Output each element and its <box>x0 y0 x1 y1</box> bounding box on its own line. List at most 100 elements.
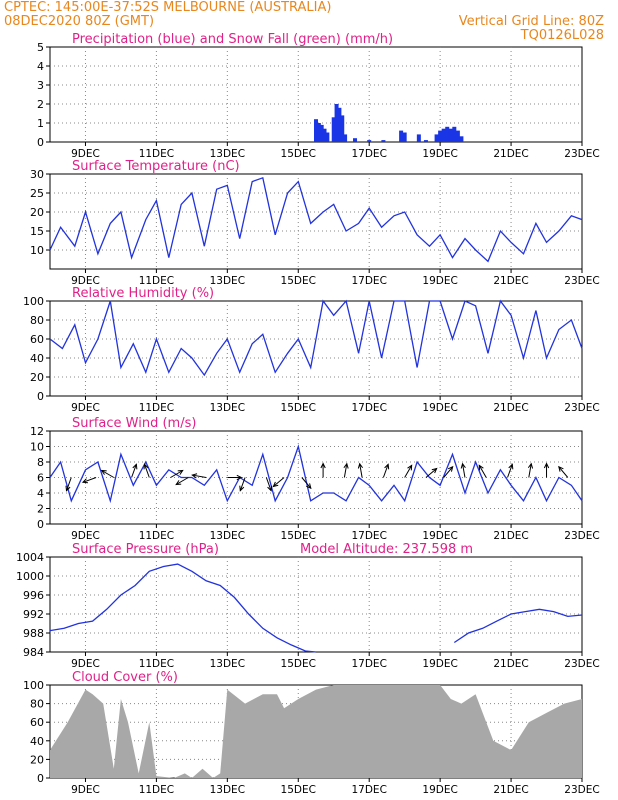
temp-ytick-label: 25 <box>30 187 44 200</box>
precip-bar <box>325 132 330 142</box>
precip-bar <box>331 117 336 142</box>
wind-arrow-head <box>100 469 107 475</box>
pres-xtick-label: 17DEC <box>351 658 386 670</box>
pres-xtick-label: 21DEC <box>493 658 528 670</box>
precip-bar <box>448 128 453 142</box>
wind-ytick-label: 10 <box>30 441 44 454</box>
wind-arrow-head <box>431 467 438 474</box>
wind-arrow-head <box>543 462 550 469</box>
wind-xtick-label: 9DEC <box>71 530 100 542</box>
temp-ytick-label: 20 <box>30 206 44 219</box>
pres-frame <box>49 556 583 653</box>
rh-xtick-label: 15DEC <box>281 402 316 414</box>
temp-xtick-label: 21DEC <box>493 275 528 287</box>
wind-xtick-label: 17DEC <box>351 530 386 542</box>
wind-xtick-label: 19DEC <box>422 530 457 542</box>
pres-ytick-label: 1000 <box>16 570 44 583</box>
temp-xtick-label: 15DEC <box>281 275 316 287</box>
wind-arrow <box>462 463 466 478</box>
precip-xtick-label: 9DEC <box>71 148 100 160</box>
wind-arrow <box>382 464 389 478</box>
rh-ytick-label: 60 <box>30 333 44 346</box>
precip-ytick-label: 4 <box>37 60 44 73</box>
wind-arrow <box>170 470 183 478</box>
temp-xtick-label: 17DEC <box>351 275 386 287</box>
wind-arrow <box>175 477 189 485</box>
precip-bar <box>340 115 345 142</box>
wind-title: Surface Wind (m/s) <box>72 416 196 431</box>
cloud-xtick-label: 11DEC <box>139 784 174 796</box>
cloud-ytick-label: 80 <box>30 698 44 711</box>
wind-arrow <box>144 464 150 478</box>
precip-title: Precipitation (blue) and Snow Fall (gree… <box>72 32 393 47</box>
precip-ytick-label: 2 <box>37 98 44 111</box>
wind-ytick-label: 12 <box>30 425 44 438</box>
wind-arrow <box>273 477 285 487</box>
pres-xtick-label: 13DEC <box>210 658 245 670</box>
header-code: TQ0126L028 <box>520 28 604 43</box>
rh-title: Relative Humidity (%) <box>72 286 214 301</box>
wind-xtick-label: 21DEC <box>493 530 528 542</box>
pres-ytick-label: 996 <box>23 589 44 602</box>
cloud-xtick-label: 17DEC <box>351 784 386 796</box>
precip-bar <box>423 140 428 142</box>
cloud-xtick-label: 23DEC <box>564 784 599 796</box>
rh-ytick-label: 0 <box>37 390 44 403</box>
wind-arrow-head <box>460 462 466 469</box>
precip-bar <box>337 107 342 142</box>
temp-xtick-label: 9DEC <box>71 275 100 287</box>
pres-ytick-label: 988 <box>23 627 44 640</box>
precip-bar <box>319 124 324 142</box>
precip-bar <box>343 134 348 142</box>
cloud-xtick-label: 19DEC <box>422 784 457 796</box>
precip-bar <box>452 126 457 142</box>
temp-title: Surface Temperature (nC) <box>72 159 240 174</box>
header-date: 08DEC2020 80Z (GMT) <box>4 14 155 29</box>
wind-arrow-head <box>447 465 454 472</box>
wind-arrow <box>343 463 348 478</box>
wind-arrow <box>359 463 363 478</box>
precip-bar <box>438 130 443 142</box>
pres-line <box>49 563 583 653</box>
temp-frame <box>49 173 583 270</box>
pres-ytick-label: 984 <box>23 646 44 659</box>
wind-line <box>49 444 583 504</box>
cloud-ytick-label: 40 <box>30 735 44 748</box>
cloud-ytick-label: 60 <box>30 716 44 729</box>
rh-frame <box>49 300 583 397</box>
precip-bar <box>399 130 404 142</box>
wind-arrow-head <box>320 462 326 469</box>
wind-arrow <box>192 474 207 478</box>
header-grid-note: Vertical Grid Line: 80Z <box>458 14 604 29</box>
rh-xtick-label: 17DEC <box>351 402 386 414</box>
pres-xtick-label: 23DEC <box>564 658 599 670</box>
precip-bar <box>353 138 358 142</box>
precip-bar <box>367 140 372 142</box>
wind-arrow-head <box>384 463 390 470</box>
wind-arrow-head <box>239 485 245 492</box>
rh-xtick-label: 21DEC <box>493 402 528 414</box>
wind-arrow <box>404 465 413 478</box>
wind-arrow-head <box>175 480 182 486</box>
cloud-xtick-label: 21DEC <box>493 784 528 796</box>
precip-bar <box>455 130 460 142</box>
temp-ytick-label: 15 <box>30 225 44 238</box>
precip-xtick-label: 11DEC <box>139 148 174 160</box>
precip-ytick-label: 3 <box>37 79 44 92</box>
precip-bar <box>314 119 318 142</box>
chart-header: CPTEC: 145:00E-37:52S MELBOURNE (AUSTRAL… <box>0 0 618 46</box>
precip-bar <box>334 104 339 142</box>
wind-arrow-head <box>267 485 273 492</box>
wind-arrow <box>82 477 97 483</box>
wind-ytick-label: 6 <box>37 472 44 485</box>
wind-arrow <box>425 468 437 478</box>
precip-bar <box>322 128 327 142</box>
temp-ytick-label: 10 <box>30 244 44 257</box>
wind-arrow-head <box>272 481 279 488</box>
precip-bar <box>381 140 386 142</box>
precip-bar <box>441 128 446 142</box>
precip-xtick-label: 17DEC <box>351 148 386 160</box>
cloud-xtick-label: 9DEC <box>71 784 100 796</box>
precip-bar <box>416 134 421 142</box>
wind-arrow <box>507 464 513 478</box>
